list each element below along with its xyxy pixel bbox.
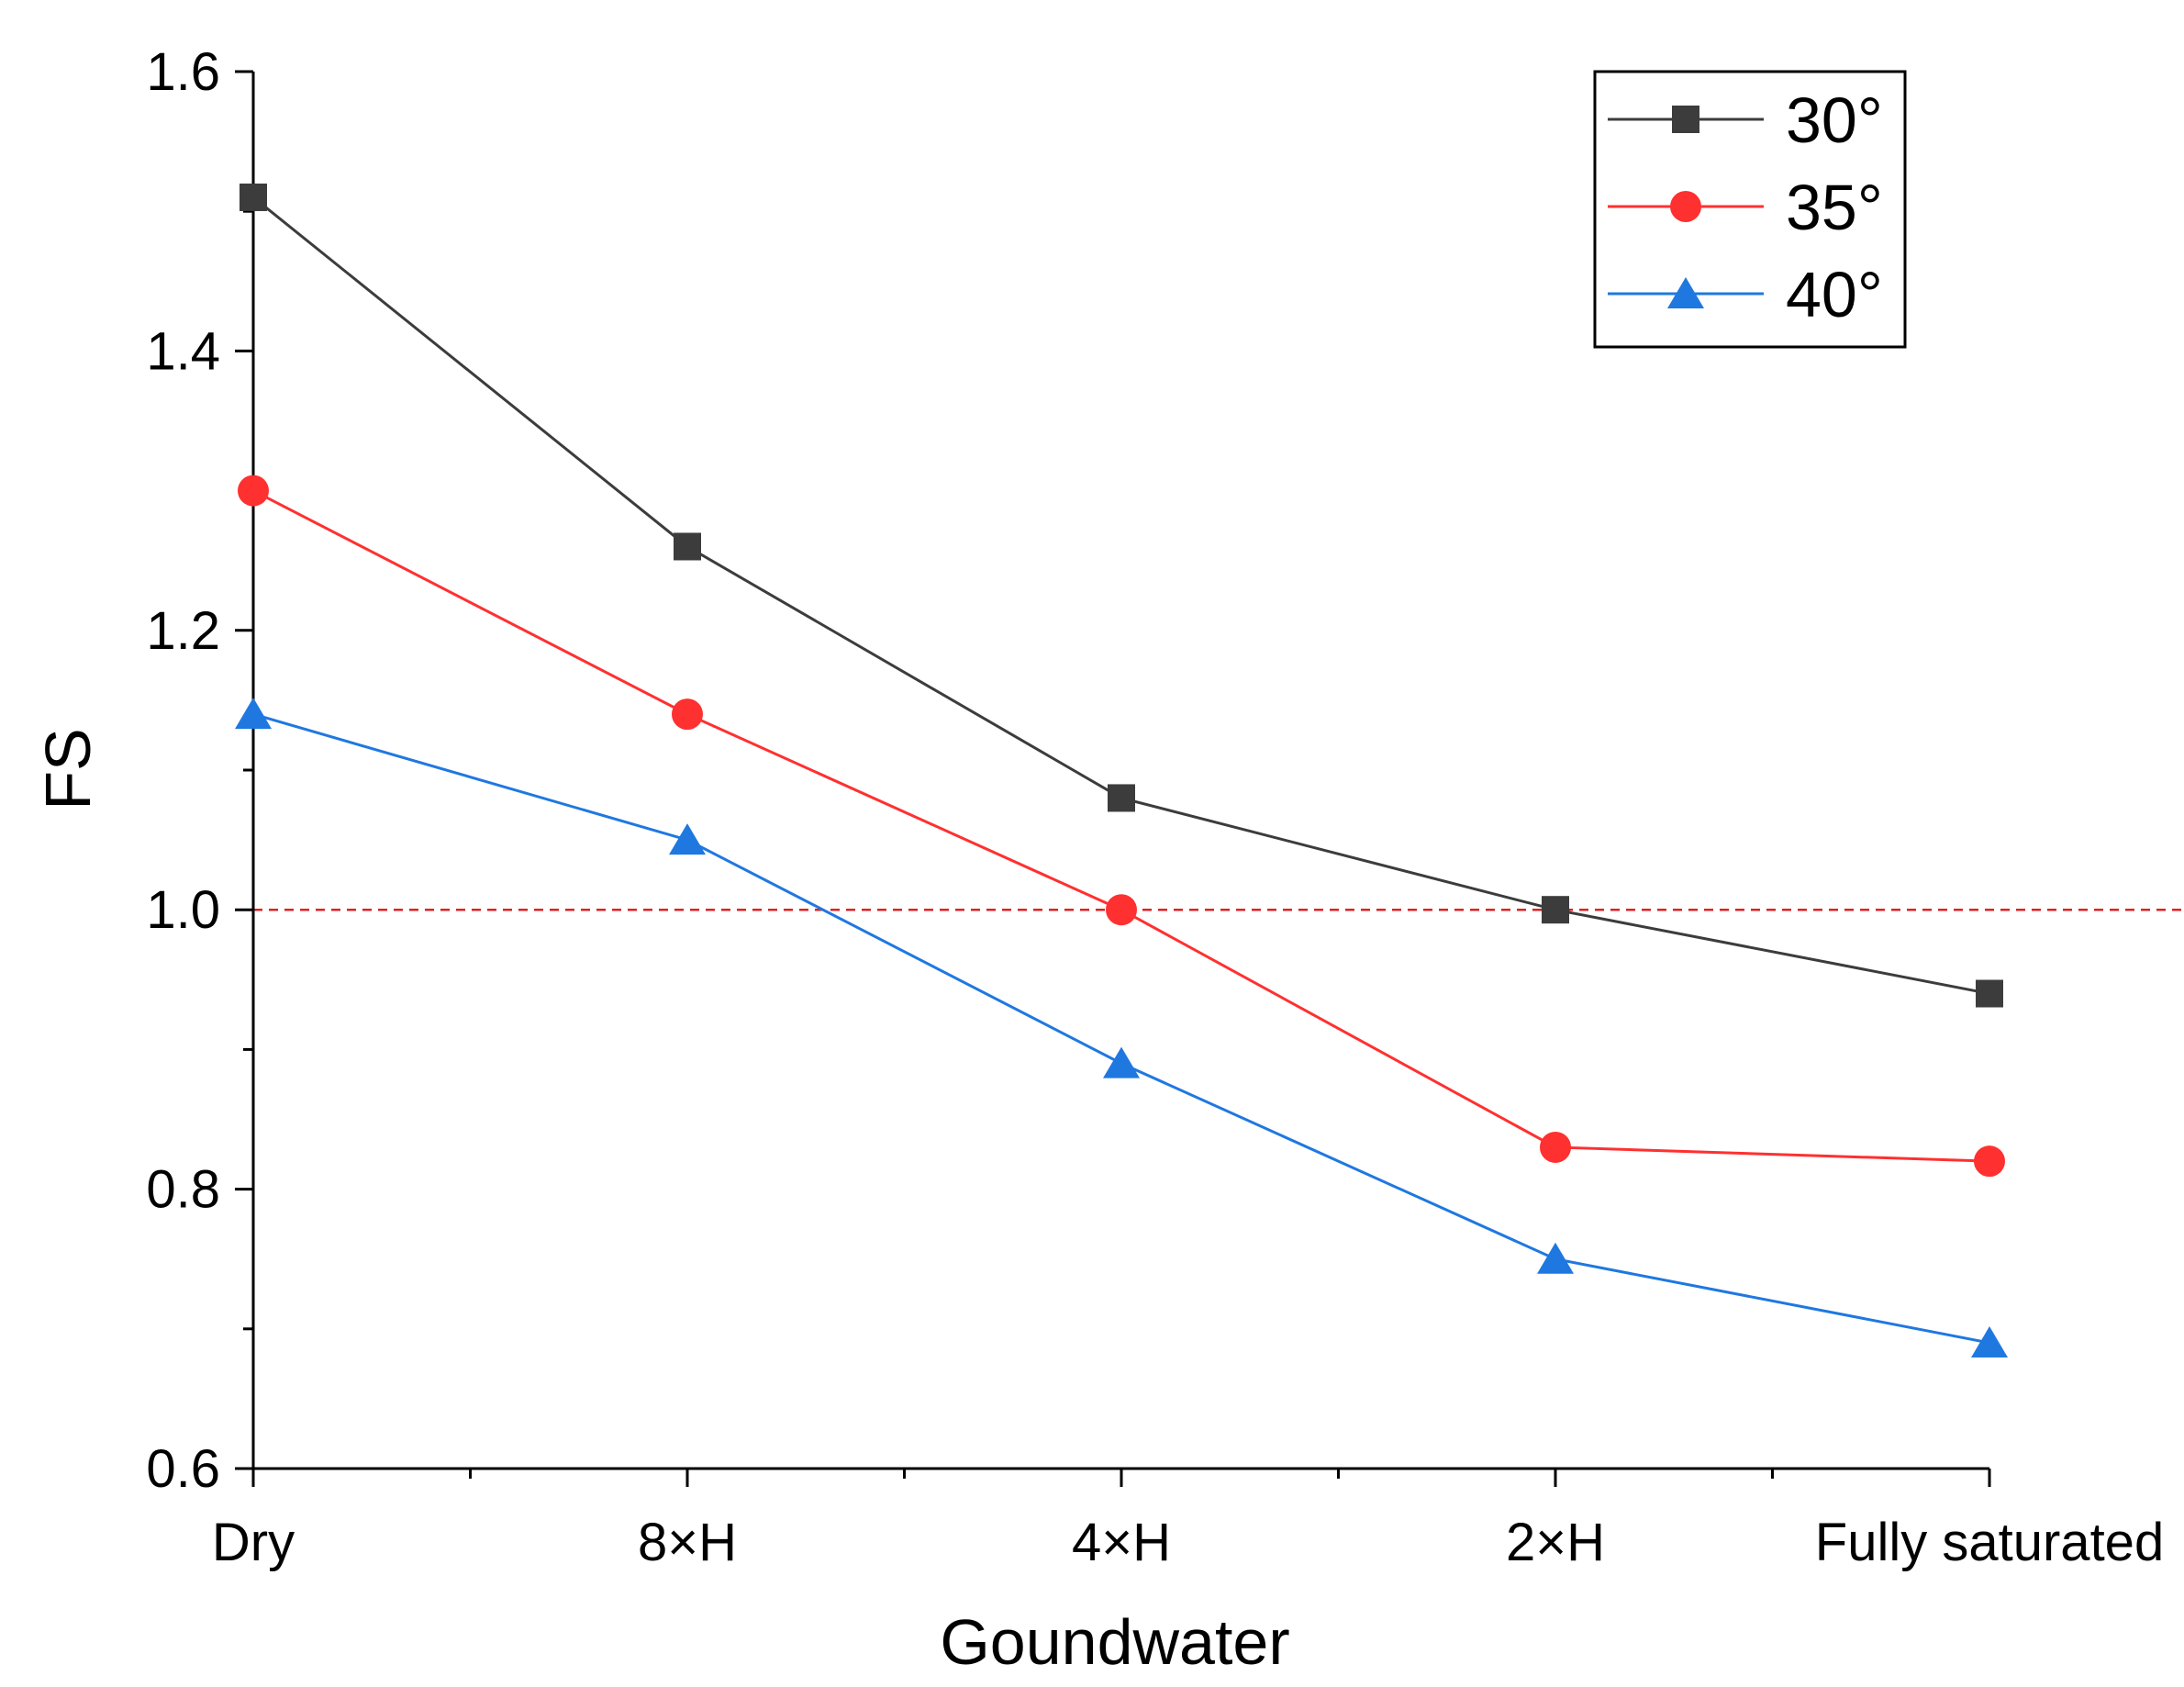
series-2 [238,475,2005,1178]
data-point [235,698,272,730]
series-layer [235,183,2008,1358]
y-tick-label: 1.2 [146,601,220,661]
y-tick-label: 0.6 [146,1439,220,1499]
x-tick-label: 8×H [638,1513,737,1572]
series-1 [240,183,2003,1008]
data-point [238,475,269,507]
data-point [1540,1131,1571,1163]
data-point [1537,1242,1574,1274]
data-point [669,823,706,855]
series-3 [235,698,2008,1358]
data-point [1971,1326,2008,1358]
x-tick-label: Fully saturated [1815,1513,2164,1572]
x-tick-label: 4×H [1072,1513,1171,1572]
data-point [1106,894,1137,926]
y-tick-label: 0.8 [146,1160,220,1220]
legend-marker [1672,106,1699,133]
legend-marker [1667,277,1704,308]
data-point [674,532,701,561]
data-point [1103,1046,1140,1078]
data-point [1542,896,1569,924]
x-tick-label: 2×H [1506,1513,1605,1572]
y-tick-label: 1.0 [146,880,220,940]
legend: 30° 35° 40° [1593,70,1907,349]
y-axis-title: FS [32,728,104,810]
data-point [672,698,703,731]
legend-label: 30° [1786,84,1883,156]
data-point [1974,1145,2005,1178]
y-tick-label: 1.4 [146,321,220,381]
axes [235,70,1991,1487]
x-axis-title: Goundwater [940,1606,1289,1678]
legend-box [1593,70,1907,349]
tick-labels: 0.6 0.8 1.0 1.2 1.4 1.6 Dry 8×H 4×H 2×H Fully satu… [146,42,2164,1572]
x-tick-label: Dry [212,1513,295,1572]
data-point [240,183,267,211]
data-point [1976,979,2003,1008]
legend-label: 40° [1786,259,1883,330]
y-tick-label: 1.6 [146,42,220,102]
data-point [1108,784,1135,812]
legend-label: 35° [1786,172,1883,243]
legend-marker [1670,191,1701,222]
